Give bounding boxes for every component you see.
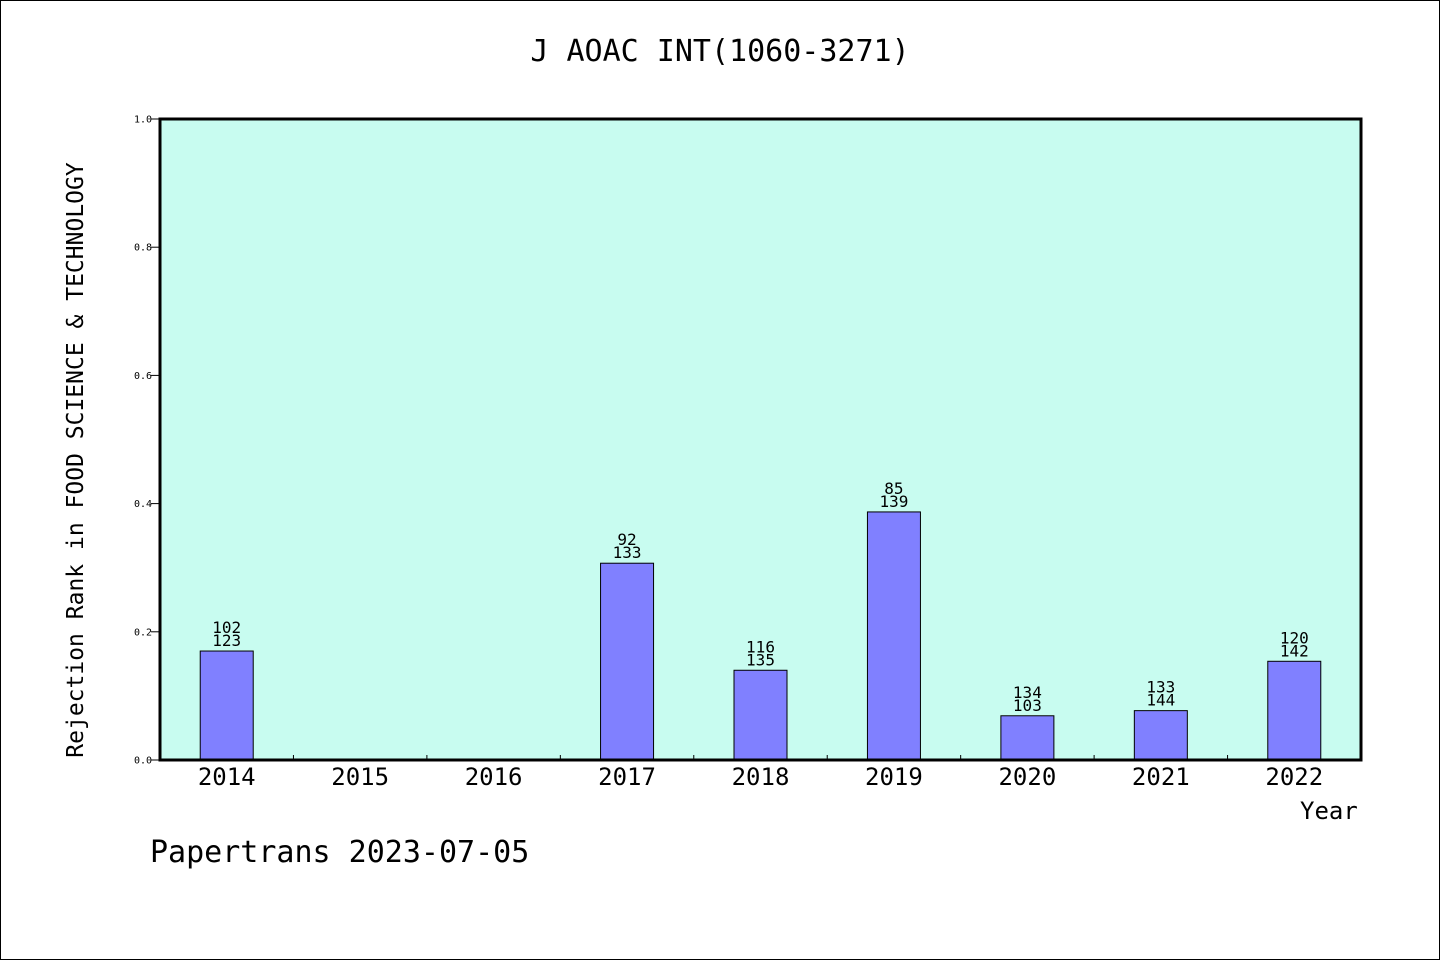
y-tick-label: 0.0 xyxy=(134,756,152,767)
y-tick-label: 0.2 xyxy=(134,627,152,638)
bar-2018 xyxy=(733,669,788,761)
x-tick-label: 2019 xyxy=(865,763,923,791)
y-axis-label: Rejection Rank in FOOD SCIENCE & TECHNOL… xyxy=(63,162,89,758)
bar-2019 xyxy=(866,511,921,761)
y-tick-label: 0.6 xyxy=(134,371,152,382)
bar-label-top: 133 xyxy=(1146,678,1175,697)
bar-label-top: 85 xyxy=(884,479,903,498)
bar-label-top: 120 xyxy=(1280,628,1309,647)
bar-2020 xyxy=(1000,715,1055,761)
x-tick-label: 2022 xyxy=(1265,763,1323,791)
bar-label-bottom: 135 xyxy=(746,650,775,669)
bar-label-top: 134 xyxy=(1013,683,1042,702)
bar-label-bottom: 123 xyxy=(212,631,241,650)
chart-title: J AOAC INT(1060-3271) xyxy=(530,34,910,69)
x-tick-label: 2014 xyxy=(198,763,256,791)
y-tick-label: 1.0 xyxy=(134,115,152,126)
x-tick-label: 2015 xyxy=(331,763,389,791)
x-tick-label: 2016 xyxy=(465,763,523,791)
bar-2014 xyxy=(199,650,254,761)
bar-label-bottom: 144 xyxy=(1146,691,1175,710)
bar-2017 xyxy=(600,562,655,761)
bar-label-bottom: 133 xyxy=(613,543,642,562)
bar-label-bottom: 139 xyxy=(879,492,908,511)
bar-label-top: 102 xyxy=(212,618,241,637)
bar-label-bottom: 142 xyxy=(1280,641,1309,660)
bar-2022 xyxy=(1267,660,1322,761)
bar-label-bottom: 103 xyxy=(1013,696,1042,715)
bar-label-top: 92 xyxy=(617,530,636,549)
x-tick-label: 2018 xyxy=(732,763,790,791)
bar-label-top: 116 xyxy=(746,637,775,656)
plot-border xyxy=(158,117,1363,762)
x-tick-label: 2021 xyxy=(1132,763,1190,791)
x-tick-label: 2020 xyxy=(998,763,1056,791)
bar-2021 xyxy=(1133,710,1188,761)
x-tick-label: 2017 xyxy=(598,763,656,791)
y-tick-label: 0.4 xyxy=(134,499,152,510)
plot-area xyxy=(160,119,1361,760)
footer-credit: Papertrans 2023-07-05 xyxy=(150,835,530,870)
x-axis-label: Year xyxy=(1300,797,1358,825)
y-tick-label: 0.8 xyxy=(134,243,152,254)
